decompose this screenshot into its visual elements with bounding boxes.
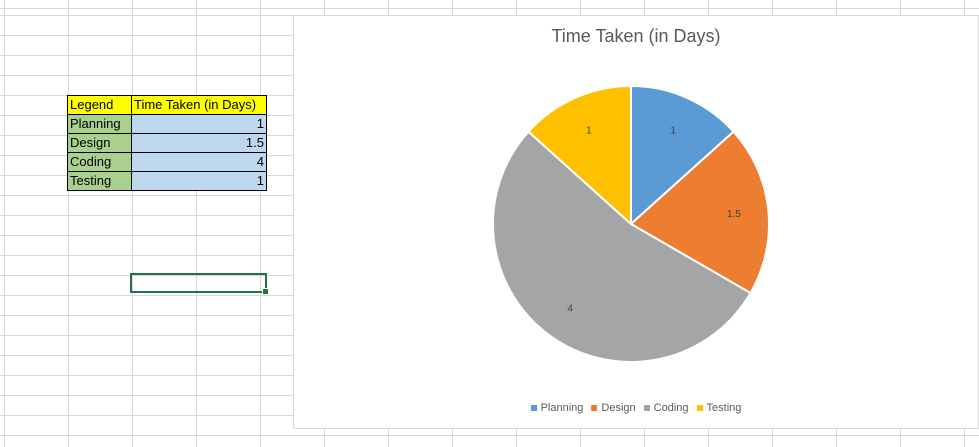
header-cell-time-taken[interactable]: Time Taken (in Days): [131, 95, 267, 115]
pie-chart-plot: 1 1.5 4 1: [492, 84, 770, 363]
legend-item-planning[interactable]: Planning: [530, 402, 584, 414]
table-row: Planning 1: [67, 114, 267, 134]
pie-slice-design[interactable]: [629, 130, 770, 295]
data-label-testing[interactable]: 1: [586, 125, 592, 136]
row-label-cell[interactable]: Coding: [67, 152, 132, 172]
selected-cell[interactable]: [130, 273, 269, 295]
header-cell-legend[interactable]: Legend: [67, 95, 132, 115]
data-label-coding[interactable]: 4: [567, 304, 573, 315]
legend-label: Planning: [540, 402, 584, 414]
row-value-cell[interactable]: 4: [131, 152, 267, 172]
table-row: Coding 4: [67, 152, 267, 172]
table-header-row: Legend Time Taken (in Days): [67, 95, 267, 115]
data-label-planning[interactable]: 1: [670, 125, 676, 136]
legend-item-coding[interactable]: Coding: [643, 402, 689, 414]
legend-item-design[interactable]: Design: [591, 402, 636, 414]
row-value-cell[interactable]: 1: [131, 171, 267, 191]
legend-label: Coding: [653, 402, 689, 414]
fill-handle[interactable]: [262, 288, 269, 295]
chart-legend[interactable]: Planning Design Coding Testing: [294, 402, 978, 414]
data-table: Legend Time Taken (in Days) Planning 1 D…: [67, 95, 267, 191]
data-label-design[interactable]: 1.5: [727, 209, 741, 220]
row-label-cell[interactable]: Design: [67, 133, 132, 153]
legend-swatch: [530, 405, 537, 412]
legend-swatch: [696, 405, 703, 412]
table-row: Design 1.5: [67, 133, 267, 153]
pie-slice-planning[interactable]: [630, 84, 735, 227]
pie-slice-testing[interactable]: [527, 84, 632, 227]
legend-label: Testing: [706, 402, 742, 414]
row-label-cell[interactable]: Planning: [67, 114, 132, 134]
legend-label: Design: [601, 402, 636, 414]
row-value-cell[interactable]: 1: [131, 114, 267, 134]
legend-item-testing[interactable]: Testing: [696, 402, 742, 414]
table-row: Testing 1: [67, 171, 267, 191]
pie-chart[interactable]: Time Taken (in Days) 1 1.5 4 1 Planning Desi…: [293, 15, 979, 429]
chart-title[interactable]: Time Taken (in Days): [551, 26, 721, 46]
legend-swatch: [591, 405, 598, 412]
row-value-cell[interactable]: 1.5: [131, 133, 267, 153]
legend-swatch: [643, 405, 650, 412]
pie-slice-coding[interactable]: [492, 130, 752, 363]
row-label-cell[interactable]: Testing: [67, 171, 132, 191]
